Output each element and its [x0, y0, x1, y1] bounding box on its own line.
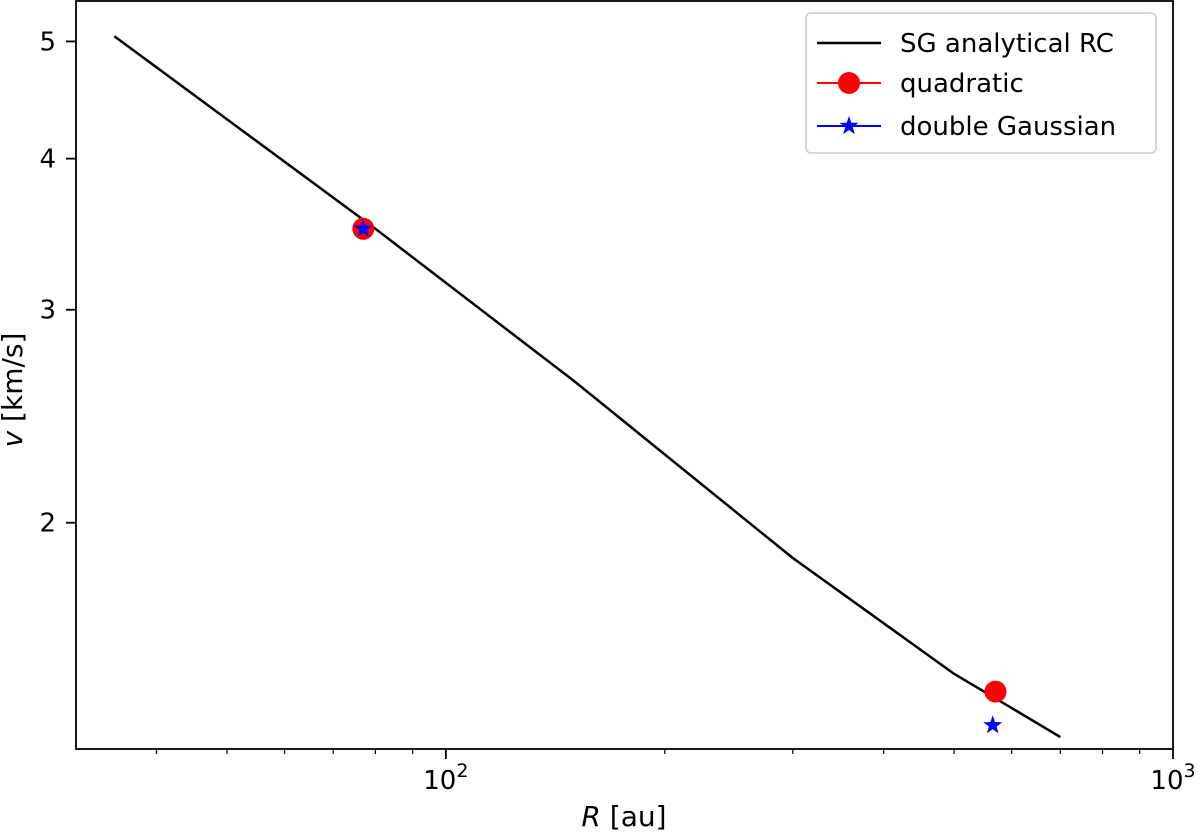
legend-label-quadratic: quadratic	[900, 69, 1024, 99]
y-tick-label: 5	[39, 27, 56, 57]
x-tick-label-base: 10	[423, 766, 456, 796]
series-line-sg-analytical-rc	[113, 35, 1061, 739]
legend-marker-quadratic	[838, 72, 860, 94]
point-double-gaussian	[983, 715, 1003, 734]
x-tick-label-exponent: 3	[1184, 760, 1196, 782]
legend-label-sg: SG analytical RC	[900, 29, 1114, 59]
legend: SG analytical RC quadratic double Gaussi…	[805, 12, 1157, 154]
plot-frame	[75, 0, 1174, 750]
x-tick-label-base: 10	[1150, 766, 1183, 796]
y-axis-var: v	[0, 430, 29, 447]
x-axis-var: R	[581, 800, 600, 833]
point-double-gaussian	[353, 218, 373, 237]
legend-label-double-gaussian: double Gaussian	[900, 112, 1116, 142]
x-axis-label: R [au]	[581, 800, 666, 833]
x-axis-unit: [au]	[610, 800, 667, 833]
series-layer	[113, 35, 1061, 739]
x-tick-label: 103	[1150, 760, 1195, 796]
x-tick-label-exponent: 2	[456, 760, 468, 782]
legend-box	[805, 12, 1157, 154]
y-axis-label: v [km/s]	[0, 333, 29, 448]
y-tick-label: 3	[39, 296, 56, 326]
x-tick-label: 102	[423, 760, 468, 796]
y-axis-unit-space	[0, 422, 29, 431]
y-tick-label: 4	[39, 145, 56, 175]
y-tick-label: 2	[39, 509, 56, 539]
legend-marker-double-gaussian	[839, 116, 859, 135]
x-axis-unit-space	[601, 800, 610, 833]
point-quadratic	[984, 680, 1007, 703]
y-axis-unit: [km/s]	[0, 333, 29, 422]
